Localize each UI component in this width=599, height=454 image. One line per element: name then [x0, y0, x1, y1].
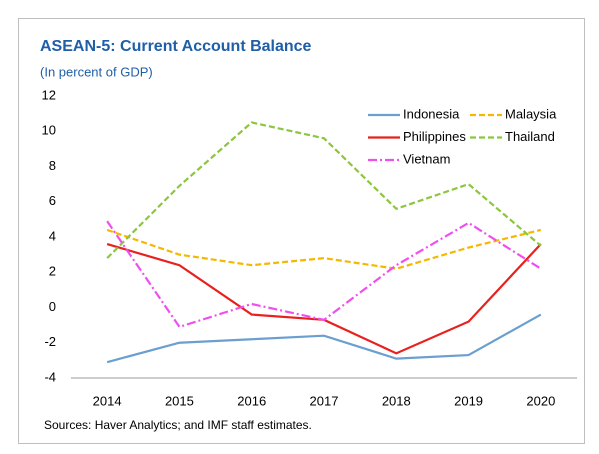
- series-line: [106, 220, 542, 329]
- y-tick-label: 0: [49, 299, 56, 314]
- y-tick-label: 4: [49, 228, 56, 243]
- x-tick-label: 2019: [454, 393, 483, 408]
- legend-label: Indonesia: [403, 106, 460, 121]
- frame: [18, 18, 585, 444]
- y-tick-label: 8: [49, 158, 56, 173]
- x-tick-label: 2017: [310, 393, 339, 408]
- y-tick-label: 12: [42, 87, 56, 102]
- y-tick-label: 10: [42, 123, 56, 138]
- chart-subtitle: (In percent of GDP): [40, 64, 153, 79]
- x-tick-label: 2016: [237, 393, 266, 408]
- legend-label: Vietnam: [403, 151, 450, 166]
- legend-label: Thailand: [505, 129, 555, 144]
- source-note: Sources: Haver Analytics; and IMF staff …: [44, 418, 312, 432]
- series-line: [106, 228, 542, 270]
- x-tick-label: 2020: [526, 393, 555, 408]
- x-tick-label: 2014: [93, 393, 122, 408]
- y-tick-label: 2: [49, 264, 56, 279]
- series-line: [106, 242, 542, 355]
- x-tick-label: 2018: [382, 393, 411, 408]
- series-line: [106, 313, 542, 364]
- legend-label: Malaysia: [505, 106, 557, 121]
- chart-title: ASEAN-5: Current Account Balance: [40, 38, 312, 55]
- legend-label: Philippines: [403, 129, 466, 144]
- y-tick-label: 6: [49, 193, 56, 208]
- series-line: [106, 121, 542, 259]
- y-tick-label: -2: [44, 334, 56, 349]
- y-tick-label: -4: [44, 369, 56, 384]
- x-tick-label: 2015: [165, 393, 194, 408]
